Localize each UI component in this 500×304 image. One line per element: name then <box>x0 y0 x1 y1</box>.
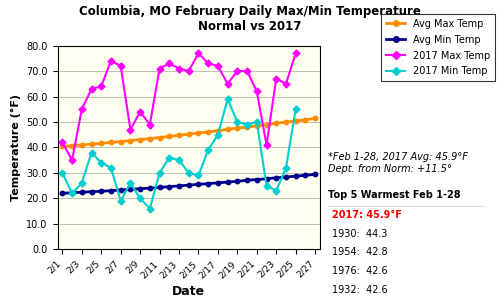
Legend: Avg Max Temp, Avg Min Temp, 2017 Max Temp, 2017 Min Temp: Avg Max Temp, Avg Min Temp, 2017 Max Tem… <box>381 14 495 81</box>
Text: Columbia, MO February Daily Max/Min Temperature
Normal vs 2017: Columbia, MO February Daily Max/Min Temp… <box>79 5 421 33</box>
Text: 1954:  42.8: 1954: 42.8 <box>332 247 388 257</box>
X-axis label: Date: Date <box>172 285 206 298</box>
Text: *Feb 1-28, 2017 Avg: 45.9°F
Dept. from Norm: +11.5°: *Feb 1-28, 2017 Avg: 45.9°F Dept. from N… <box>328 152 468 174</box>
Text: 1976:  42.6: 1976: 42.6 <box>332 266 388 276</box>
Text: 1930:  44.3: 1930: 44.3 <box>332 229 388 239</box>
Text: 1932:  42.6: 1932: 42.6 <box>332 285 388 295</box>
Y-axis label: Temperature (°F): Temperature (°F) <box>10 94 20 201</box>
Text: Top 5 Warmest Feb 1-28: Top 5 Warmest Feb 1-28 <box>328 190 460 200</box>
Text: 2017: 45.9°F: 2017: 45.9°F <box>332 210 402 220</box>
